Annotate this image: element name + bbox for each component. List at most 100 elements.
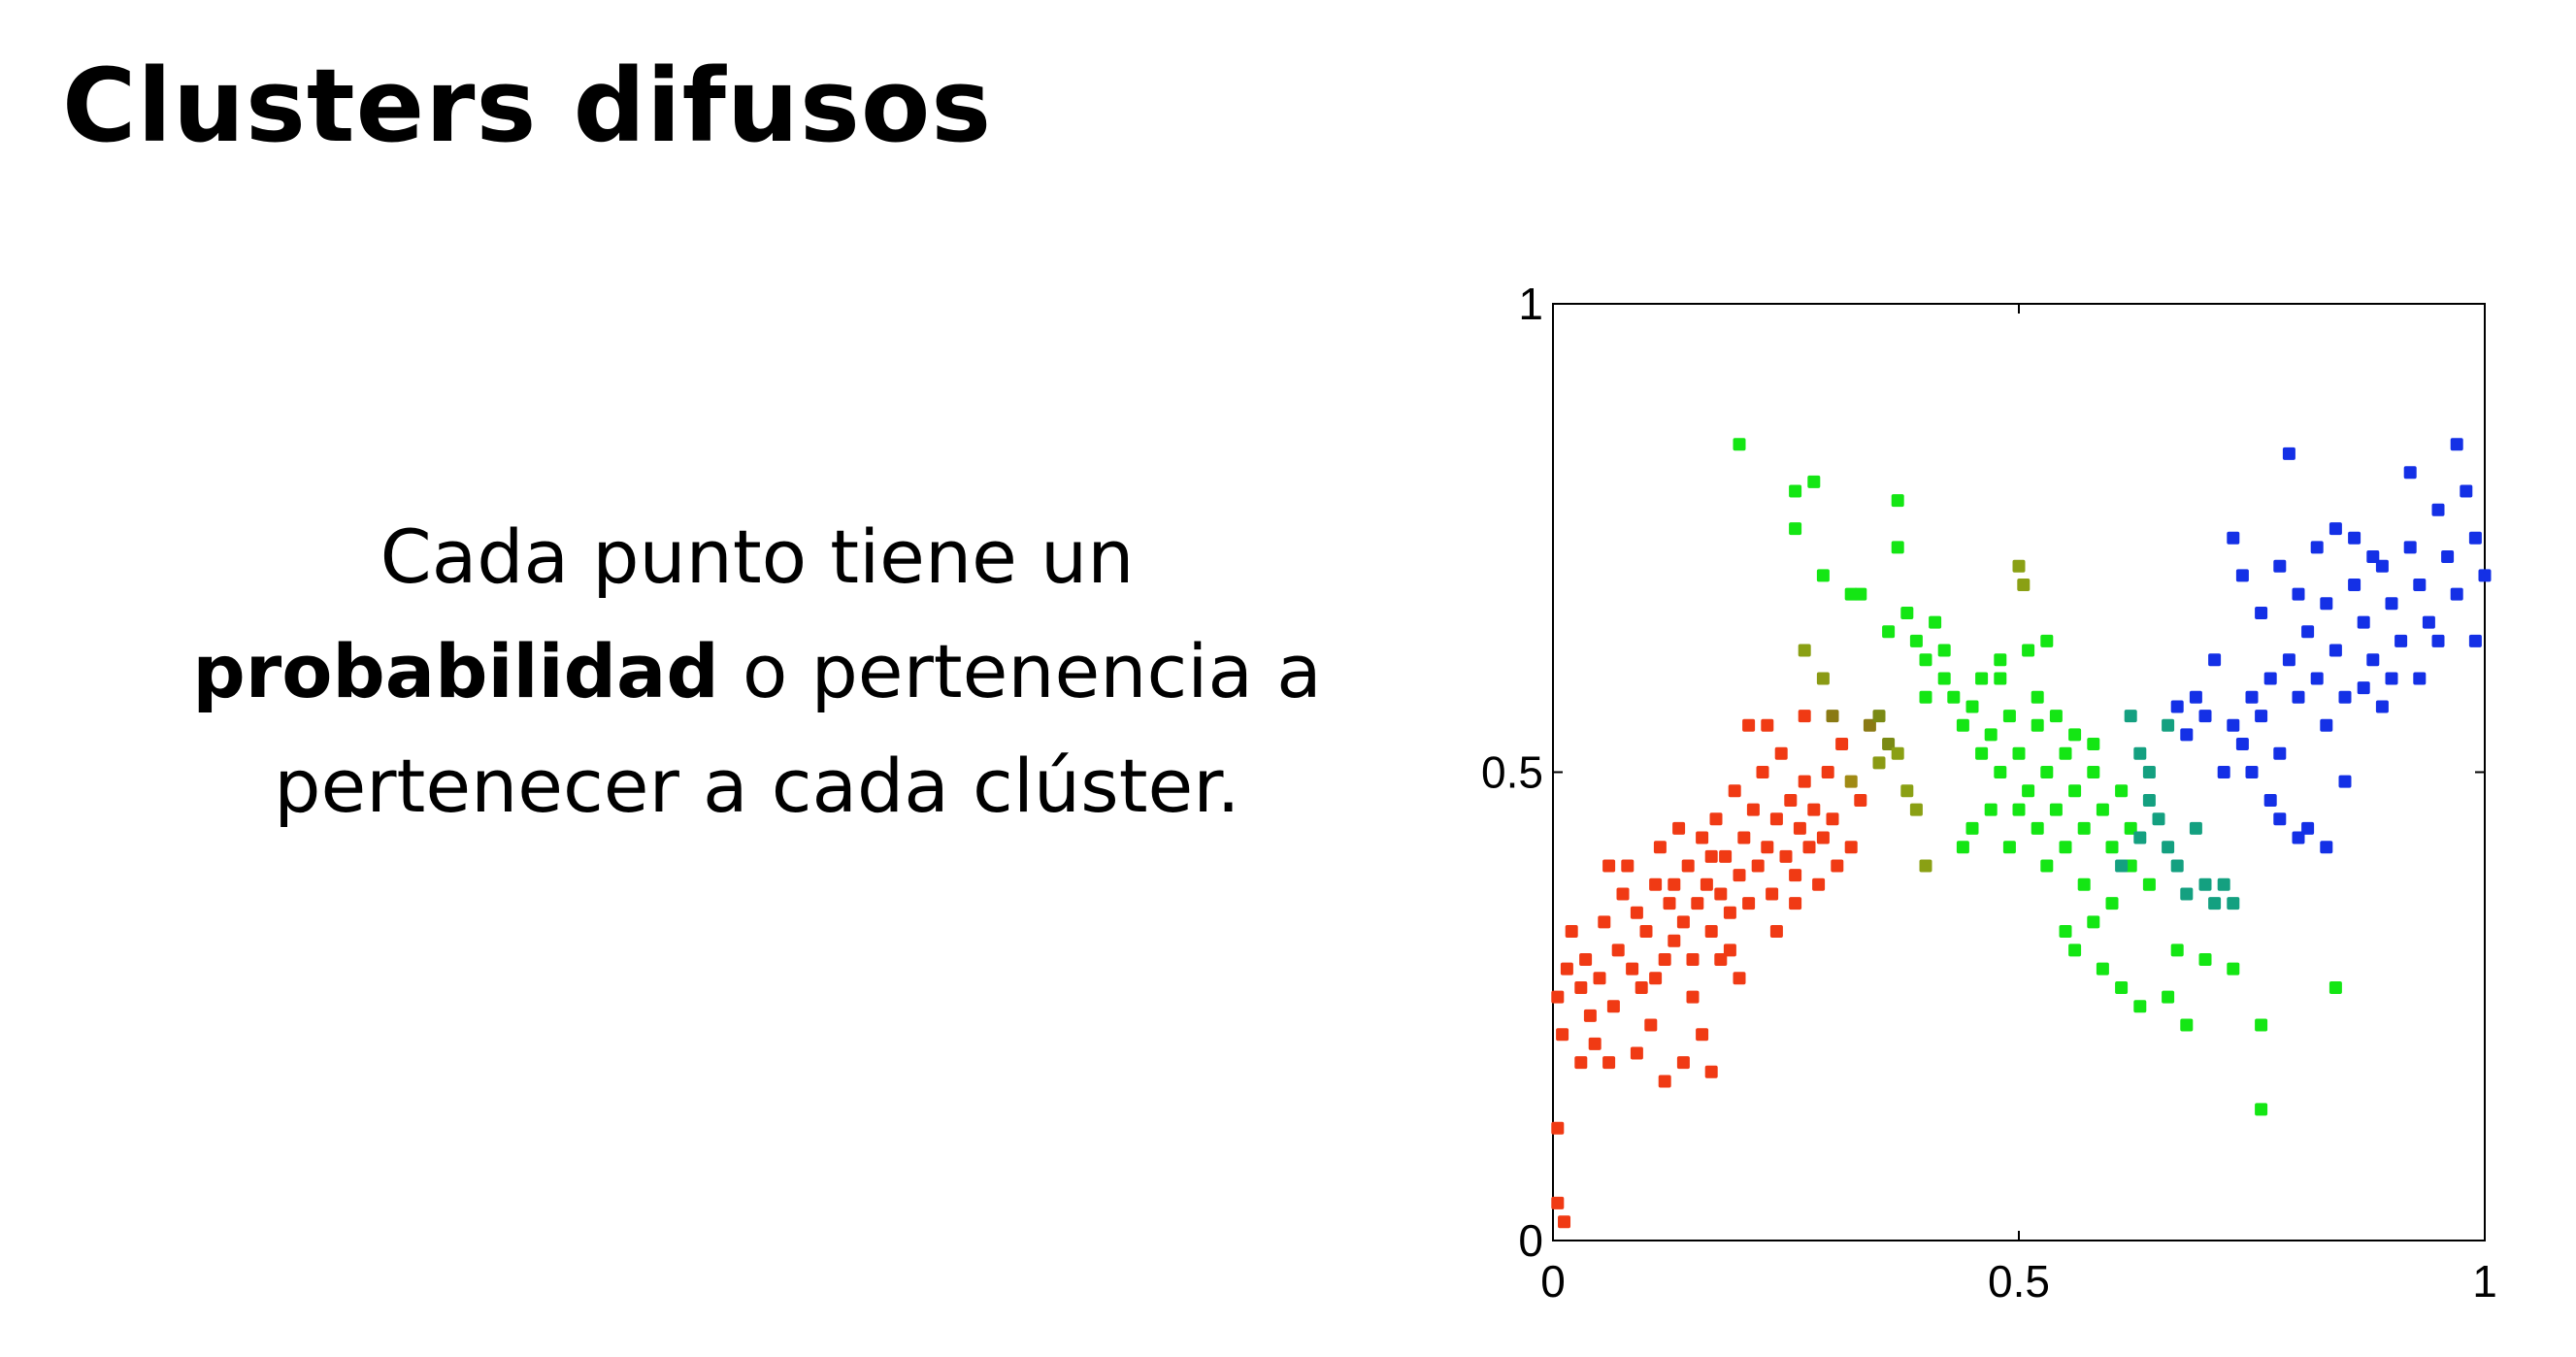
scatter-point [2273,559,2287,573]
scatter-point [1984,728,1998,742]
scatter-point [2068,784,2082,798]
scatter-point [1891,746,1904,760]
scatter-point [2162,990,2175,1004]
scatter-point [2017,579,2031,591]
scatter-point [1621,859,1635,873]
plot-points [1551,438,2492,1229]
scatter-point [2366,550,2380,564]
scatter-point [1574,1056,1588,1070]
scatter-point [1816,672,1830,685]
scatter-point [1900,606,1914,619]
scatter-point [2002,841,2016,854]
scatter-point [2115,859,2129,873]
scatter-point [1574,980,1588,994]
scatter-point [2310,541,2324,554]
scatter-point [1733,972,1746,985]
scatter-point [2413,579,2427,591]
scatter-point [1816,569,1830,582]
scatter-point [2385,672,2398,685]
scatter-point [1686,953,1700,966]
scatter-point [1769,812,1783,826]
scatter-point [2087,766,2100,778]
scatter-point [2115,784,2129,798]
scatter-point [2431,503,2445,516]
scatter-point [1802,841,1816,854]
scatter-point [1854,793,1867,807]
scatter-point [2460,484,2473,498]
scatter-point [1709,812,1723,826]
body-line-1: Cada punto tiene un [380,513,1135,600]
scatter-point [2217,766,2230,778]
scatter-point [1704,925,1718,939]
scatter-point [2124,710,2137,723]
scatter-point [2180,728,2194,742]
scatter-point [1676,1056,1690,1070]
body-bold-word: probabilidad [192,628,719,714]
scatter-point [1668,934,1681,947]
scatter-chart: 0 0.5 1 0 0.5 1 [1481,279,2497,1307]
scatter-point [2059,746,2072,760]
scatter-point [1696,1028,1709,1042]
scatter-point [1761,718,1774,732]
scatter-point [2115,980,2129,994]
scatter-point [1798,644,1811,657]
slide-title: Clusters difusos [62,47,993,165]
scatter-point [1937,644,1951,657]
scatter-point [1789,897,1802,910]
scatter-point [2357,615,2370,629]
scatter-point [1937,672,1951,685]
scatter-point [2301,821,2315,835]
scatter-point [1882,625,1896,639]
scatter-point [2227,897,2240,910]
scatter-point [1602,859,1616,873]
scatter-point [1900,784,1914,798]
scatter-point [2198,953,2212,966]
plot-frame [1552,303,2486,1241]
scatter-point [2320,597,2333,611]
scatter-point [1746,803,1760,816]
scatter-point [1789,522,1802,536]
scatter-point [2022,644,2035,657]
scatter-point [2441,550,2455,564]
scatter-point [1551,1121,1565,1135]
scatter-point [2328,522,2342,536]
scatter-point [1831,859,1844,873]
scatter-point [1863,718,1876,732]
scatter-point [1919,653,1932,667]
scatter-point [1672,821,1686,835]
scatter-point [2450,438,2463,451]
scatter-point [1733,869,1746,882]
scatter-point [1719,849,1733,863]
scatter-point [2198,877,2212,891]
scatter-point [1714,953,1728,966]
scatter-point [2189,690,2202,704]
scatter-point [2049,710,2063,723]
scatter-point [1649,877,1663,891]
x-tick-label: 0.5 [1988,1256,2050,1307]
scatter-point [1821,766,1834,778]
scatter-point [2245,690,2259,704]
scatter-point [2068,943,2082,957]
scatter-point [1653,841,1667,854]
scatter-point [1761,841,1774,854]
scatter-point [2040,766,2054,778]
scatter-point [2133,746,2147,760]
scatter-point [2422,615,2435,629]
scatter-point [1658,953,1671,966]
scatter-point [2235,738,2249,751]
x-tick-label: 0 [1540,1256,1566,1307]
scatter-point [1826,812,1839,826]
scatter-point [1700,877,1713,891]
scatter-point [2468,531,2482,545]
scatter-point [1919,690,1932,704]
scatter-point [1691,897,1704,910]
scatter-point [1789,869,1802,882]
scatter-point [2031,718,2044,732]
scatter-point [2282,447,2295,460]
scatter-point [1975,746,1989,760]
scatter-point [1704,849,1718,863]
scatter-point [2087,738,2100,751]
scatter-point [2273,812,2287,826]
scatter-point [1956,718,1969,732]
scatter-point [2328,644,2342,657]
